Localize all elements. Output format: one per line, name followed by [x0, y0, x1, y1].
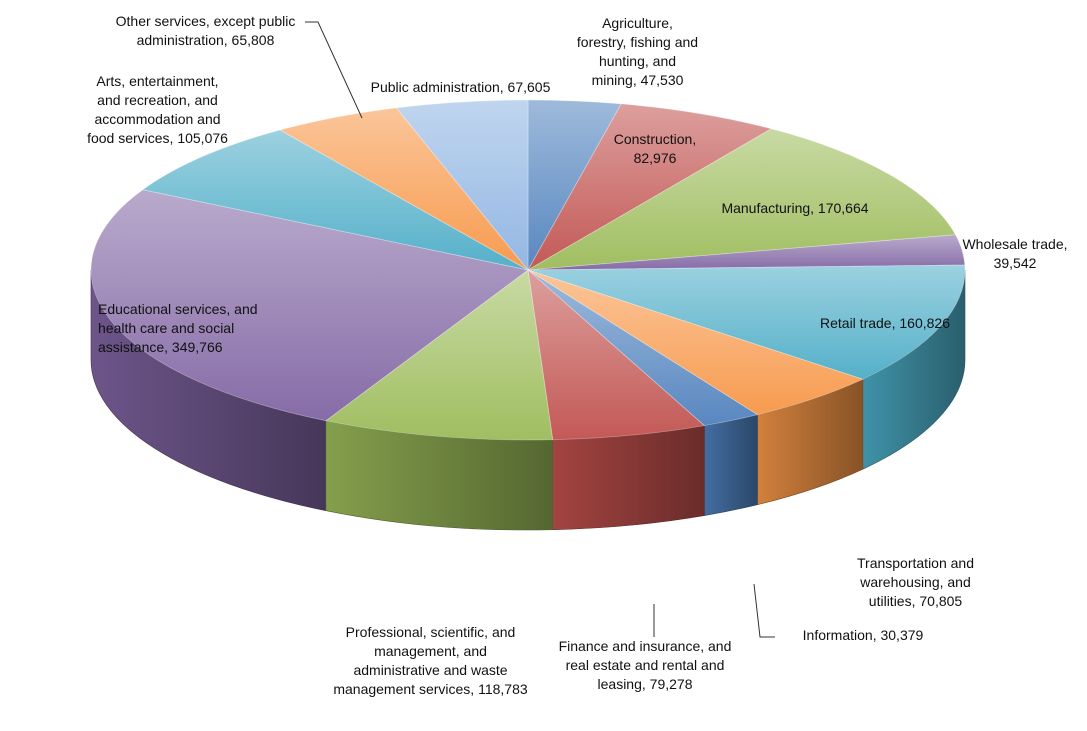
- label-construction: Construction, 82,976: [613, 131, 697, 166]
- label-wholesale-trade: Wholesale trade, 39,542: [962, 236, 1068, 271]
- label-educational: Educational services, and health care an…: [98, 301, 258, 355]
- pie-slice-8: [324, 269, 554, 441]
- label-public-administration: Public administration, 67,605: [370, 79, 551, 95]
- pie-slice-7: [527, 268, 706, 441]
- label-information: Information, 30,379: [802, 627, 924, 643]
- label-retail-trade: Retail trade, 160,826: [820, 315, 950, 331]
- label-manufacturing: Manufacturing, 170,664: [721, 200, 869, 216]
- pie-slice-1: [526, 103, 773, 272]
- label-transportation: Transportation and warehousing, and util…: [857, 555, 974, 609]
- pie-slice-2: [527, 128, 957, 271]
- pie-slice-6: [527, 269, 759, 427]
- pie-slice-12: [395, 99, 529, 272]
- pie-slice-3: [527, 234, 966, 271]
- pie-side-6: [704, 414, 758, 516]
- leader-information: [753, 583, 775, 638]
- pie-slice-10: [141, 129, 529, 271]
- pie-slice-4: [527, 264, 966, 380]
- label-professional: Professional, scientific, and management…: [333, 624, 528, 697]
- label-other-services: Other services, except public administra…: [115, 13, 296, 48]
- pie-slice-9: [90, 189, 529, 422]
- pie-slice-5: [527, 269, 864, 416]
- label-arts: Arts, entertainment, and recreation, and…: [87, 73, 228, 146]
- pie-slice-0: [527, 99, 622, 272]
- label-finance: Finance and insurance, and real estate a…: [558, 638, 732, 692]
- leader-other-services: [305, 21, 363, 119]
- label-agriculture: Agriculture, forestry, fishing and hunti…: [576, 15, 699, 88]
- pie-slice-11: [278, 107, 529, 271]
- pie-side-7: [552, 425, 705, 531]
